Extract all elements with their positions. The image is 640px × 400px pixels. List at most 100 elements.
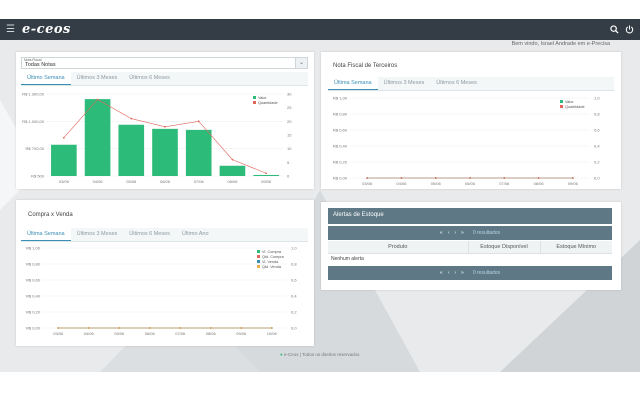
y-tick-label: R$ 0,20: [26, 310, 41, 315]
data-point: [366, 177, 369, 179]
data-point: [571, 177, 574, 179]
terceiros-card: [321, 52, 621, 189]
legend-label: Quantidade: [258, 101, 278, 105]
x-tick-label: 05/06: [114, 331, 125, 336]
nota-type-select[interactable]: Nota Fiscal Todas Notas ⌄: [21, 57, 308, 69]
legend-swatch: [257, 260, 260, 263]
legend-label: Valor: [258, 96, 267, 100]
tab-ultima-semana[interactable]: Última Semana: [21, 228, 71, 241]
legend-swatch: [253, 96, 256, 99]
next-page-icon[interactable]: ›: [454, 270, 457, 276]
y-tick-label: R$ 1,00: [333, 96, 348, 101]
legend-swatch: [560, 100, 563, 103]
legend-label: Vl. Compra: [262, 250, 282, 254]
legend-swatch: [560, 105, 563, 108]
tab-ultimos-6-meses[interactable]: Últimos 6 Meses: [129, 75, 170, 81]
y2-tick-label: 0: [287, 174, 290, 179]
x-tick-label: 03/06: [362, 181, 373, 186]
prev-page-icon[interactable]: ‹: [447, 230, 450, 236]
select-label: Nota Fiscal: [24, 58, 42, 62]
y-tick-label: R$ 1.300,00: [22, 92, 45, 97]
y2-tick-label: 1,0: [291, 246, 297, 251]
power-icon[interactable]: [625, 25, 634, 34]
tab-ultimos-6-meses[interactable]: Últimos 6 Meses: [436, 80, 477, 86]
y2-tick-label: 0,6: [594, 128, 600, 133]
y-tick-label: R$ 0,00: [26, 326, 41, 331]
y-tick-label: R$ 0,40: [26, 294, 41, 299]
tab-ultimos-3-meses[interactable]: Últimos 3 Meses: [76, 75, 118, 81]
tab-ultima-semana[interactable]: Última Semana: [328, 77, 378, 90]
x-tick-label: 03/06: [53, 331, 64, 336]
data-point: [148, 327, 151, 329]
y2-tick-label: 0,4: [594, 144, 600, 149]
col-produto[interactable]: Produto: [328, 241, 469, 253]
data-point: [57, 327, 60, 329]
x-tick-label: 08/06: [227, 179, 238, 184]
data-point: [96, 98, 99, 101]
y2-tick-label: 0,6: [291, 278, 297, 283]
y2-tick-label: 1,0: [594, 96, 600, 101]
col-estoque-disponivel[interactable]: Estoque Disponível: [468, 241, 541, 253]
prev-page-icon[interactable]: ‹: [447, 270, 450, 276]
bar: [152, 128, 178, 176]
data-point: [231, 158, 234, 161]
data-point: [118, 327, 121, 329]
y2-tick-label: 15: [287, 133, 292, 138]
legend-swatch: [257, 250, 260, 253]
search-icon[interactable]: [610, 25, 619, 34]
last-page-icon[interactable]: »: [461, 270, 464, 276]
results-count: 0 resultados: [472, 230, 501, 236]
data-point: [197, 120, 200, 123]
x-tick-label: 06/06: [160, 179, 171, 184]
legend-swatch: [257, 265, 260, 268]
tab-ultimos-6-meses[interactable]: Últimos 6 Meses: [129, 231, 170, 237]
data-point: [400, 177, 403, 179]
data-point: [434, 177, 437, 179]
legend-swatch: [257, 255, 260, 258]
chevron-down-icon[interactable]: ⌄: [295, 58, 307, 68]
y2-tick-label: 0,8: [291, 262, 297, 267]
first-page-icon[interactable]: «: [439, 270, 443, 276]
data-point: [503, 177, 506, 179]
y2-tick-label: 0,2: [594, 160, 600, 165]
tab-ultimos-3-meses[interactable]: Últimos 3 Meses: [383, 80, 425, 86]
legend-label: Qtd. Compra: [262, 255, 285, 259]
y-tick-label: R$ 0,80: [26, 262, 41, 267]
first-page-icon[interactable]: «: [439, 230, 443, 236]
y-tick-label: R$ 500: [31, 174, 45, 179]
table-row: Nenhum alerta: [328, 252, 612, 265]
tab-ultimo-ano[interactable]: Último Ano: [181, 231, 209, 237]
x-tick-label: 03/06: [59, 179, 70, 184]
y-tick-label: R$ 1,00: [26, 246, 41, 251]
legend-swatch: [253, 101, 256, 104]
compra-tabs: Última Semana Últimos 3 Meses Últimos 6 …: [21, 228, 308, 242]
tab-ultima-semana[interactable]: Último Semana: [21, 72, 71, 85]
y2-tick-label: 25: [287, 105, 292, 110]
compra-venda-chart: R$ 1,00 R$ 0,80 R$ 0,60 R$ 0,40 R$ 0,20 R$ 0,…: [26, 246, 297, 337]
y-tick-label: R$ 0,00: [333, 176, 348, 181]
next-page-icon[interactable]: ›: [454, 230, 457, 236]
page-top-band: [0, 0, 640, 19]
data-point: [270, 327, 273, 329]
pagination-bottom: « ‹ › » 0 resultados: [328, 266, 612, 280]
data-point: [209, 327, 212, 329]
data-point: [62, 136, 65, 139]
tab-ultimos-3-meses[interactable]: Últimos 3 Meses: [76, 231, 118, 237]
results-count: 0 resultados: [472, 270, 501, 276]
data-point: [240, 327, 243, 329]
col-estoque-minimo[interactable]: Estoque Mínimo: [540, 241, 612, 253]
compra-venda-title: Compra x Venda: [28, 212, 73, 218]
pagination-top: « ‹ › » 0 resultados: [328, 226, 612, 240]
x-tick-label: 05/06: [431, 181, 442, 186]
last-page-icon[interactable]: »: [461, 230, 464, 236]
y2-tick-label: 30: [287, 92, 292, 97]
x-tick-label: 04/06: [396, 181, 407, 186]
data-point: [87, 327, 90, 329]
compra-venda-card: [16, 200, 314, 346]
app-logo[interactable]: e-ceos: [22, 22, 71, 37]
table-header-row: Produto Estoque Disponível Estoque Mínim…: [328, 241, 612, 253]
y-tick-label: R$ 0,80: [333, 112, 348, 117]
x-tick-label: 09/06: [568, 181, 579, 186]
data-point: [130, 117, 133, 120]
menu-icon[interactable]: ☰: [6, 24, 15, 35]
